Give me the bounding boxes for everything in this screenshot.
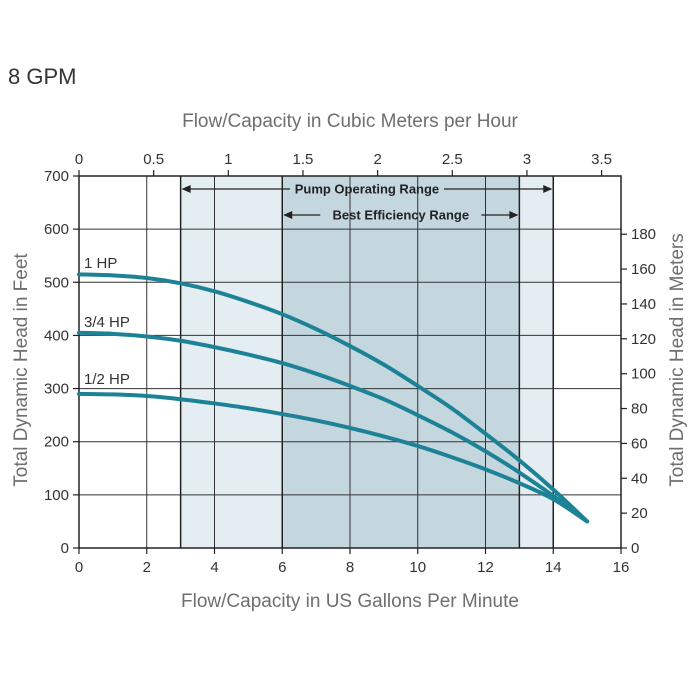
x-bottom-tick-label: 10 [409, 559, 426, 576]
y-left-tick-label: 200 [44, 434, 69, 451]
top-axis-title: Flow/Capacity in Cubic Meters per Hour [182, 111, 518, 132]
x-top-tick-label: 2 [373, 151, 381, 168]
range-marker-efficiency: Best Efficiency Range [283, 208, 519, 223]
y-left-tick-label: 400 [44, 327, 69, 344]
x-bottom-tick-label: 16 [613, 559, 630, 576]
y-right-tick-label: 180 [631, 226, 656, 243]
range-arrowhead-left [181, 185, 191, 193]
y-right-tick-label: 0 [631, 540, 639, 557]
y-right-tick-label: 160 [631, 261, 656, 278]
curve-label-1-2-hp: 1/2 HP [84, 371, 130, 388]
y-right-tick-label: 60 [631, 435, 648, 452]
x-bottom-tick-label: 4 [210, 559, 218, 576]
range-label-operating: Pump Operating Range [295, 182, 439, 197]
right-axis-title: Total Dynamic Head in Meters [667, 233, 688, 486]
y-right-tick-label: 80 [631, 401, 648, 418]
x-bottom-tick-label: 0 [75, 559, 83, 576]
x-bottom-tick-label: 6 [278, 559, 286, 576]
y-left-tick-label: 600 [44, 221, 69, 238]
x-bottom-tick-label: 12 [477, 559, 494, 576]
bottom-axis-title: Flow/Capacity in US Gallons Per Minute [181, 591, 519, 612]
curve-3-4-hp [77, 330, 590, 524]
y-right-tick-label: 100 [631, 366, 656, 383]
range-arrowhead-right [509, 211, 519, 219]
range-arrowhead-left [283, 211, 293, 219]
range-bands [180, 176, 554, 548]
range-label-efficiency: Best Efficiency Range [333, 208, 470, 223]
x-top-tick-label: 3.5 [591, 151, 612, 168]
x-top-tick-label: 1.5 [293, 151, 314, 168]
curve-1-2-hp [77, 391, 590, 524]
left-axis-title: Total Dynamic Head in Feet [11, 253, 32, 487]
y-left-tick-label: 700 [44, 168, 69, 185]
x-bottom-tick-label: 14 [545, 559, 562, 576]
page-title: 8 GPM [8, 64, 77, 89]
y-left-tick-label: 500 [44, 274, 69, 291]
y-right-tick-label: 40 [631, 470, 648, 487]
x-bottom-tick-label: 8 [346, 559, 354, 576]
y-right-tick-label: 140 [631, 296, 656, 313]
x-top-tick-label: 1 [224, 151, 232, 168]
range-band-efficiency [282, 176, 520, 548]
curve-label-1-hp: 1 HP [84, 255, 117, 272]
axis-ticks: 0 2 4 6 8 10 12 14 160 0.5 1 1.5 2 2.5 3 3.501002003004… [44, 151, 656, 576]
range-markers: Pump Operating Range Best Efficiency Rang… [181, 182, 553, 223]
y-left-tick-label: 300 [44, 381, 69, 398]
y-left-tick-label: 100 [44, 487, 69, 504]
x-top-tick-label: 0.5 [143, 151, 164, 168]
curve-label-3-4-hp: 3/4 HP [84, 314, 130, 331]
x-bottom-tick-label: 2 [143, 559, 151, 576]
curve-1-hp [77, 272, 590, 524]
x-top-tick-label: 0 [75, 151, 83, 168]
range-marker-operating: Pump Operating Range [181, 182, 553, 197]
range-arrowhead-right [543, 185, 553, 193]
x-top-tick-label: 2.5 [442, 151, 463, 168]
y-left-tick-label: 0 [61, 540, 69, 557]
pump-curves: 1 HP 3/4 HP 1/2 HP [77, 255, 590, 524]
y-right-tick-label: 120 [631, 331, 656, 348]
y-right-tick-label: 20 [631, 505, 648, 522]
x-top-tick-label: 3 [523, 151, 531, 168]
